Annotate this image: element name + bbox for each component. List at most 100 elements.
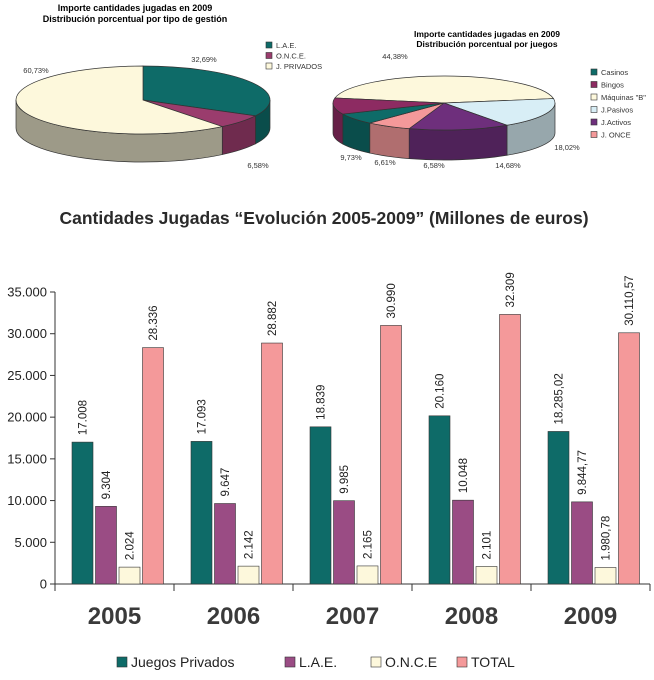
pie1-legend-label: Casinos [601, 68, 628, 77]
pie1-slice-label: 14,68% [495, 161, 521, 170]
pie1-legend-swatch [590, 68, 598, 76]
bar-data-label: 18.285,02 [554, 373, 566, 424]
bar-data-label: 17.008 [78, 400, 90, 435]
bar-chart-title: Cantidades Jugadas “Evolución 2005-2009”… [59, 208, 588, 228]
pie1-slice-label: 6,58% [423, 161, 445, 170]
pie1-legend-label: J.Activos [601, 118, 631, 127]
bar [71, 441, 94, 585]
bar-data-label: 20.160 [435, 374, 447, 409]
bar-data-label: 2.142 [244, 530, 256, 559]
bar [499, 314, 521, 585]
bar [356, 565, 379, 585]
pie1-legend-swatch [590, 131, 598, 138]
bar [618, 332, 640, 585]
pie1-legend-swatch [590, 81, 598, 88]
pie2-legend: Casinos Bingos Máquinas "B" J.Pasivos J.Acti… [590, 68, 646, 140]
bar-data-label: 2.101 [482, 531, 494, 560]
pie0-slice-label: 32,69% [191, 55, 217, 64]
bar [237, 565, 260, 585]
y-tick-label: 10.000 [7, 493, 47, 508]
x-category-label: 2006 [207, 603, 260, 630]
pie1-slice [332, 97, 445, 115]
pie1-legend-label: J.Pasivos [601, 106, 633, 115]
bar-legend-swatch [370, 656, 382, 668]
bar [261, 342, 283, 585]
y-tick-label: 35.000 [7, 285, 47, 300]
bar-legend-label: Juegos Privados [131, 654, 235, 670]
pie1-slice-label: 18,02% [554, 143, 580, 152]
bar [118, 566, 141, 585]
pie0-legend-swatch [265, 41, 273, 49]
pie0-legend-swatch [265, 52, 273, 59]
pie1-legend: L.A.E. O.N.C.E.J. PRIVADOS [265, 41, 322, 71]
bar-data-label: 18.839 [316, 385, 328, 420]
pie1-legend-label: Máquinas "B" [601, 93, 646, 102]
x-category-label: 2008 [445, 603, 498, 630]
y-tick-label: 25.000 [7, 368, 47, 383]
bar [95, 506, 117, 585]
bar [547, 431, 570, 585]
bar [214, 503, 236, 585]
bar [571, 501, 593, 585]
pie0-slice [142, 65, 271, 117]
bar [380, 325, 402, 585]
pie1-slice-label: 6,61% [374, 158, 396, 167]
bar-data-label: 9.304 [101, 470, 113, 499]
pie1-legend-swatch [590, 93, 598, 101]
bar-data-label: 32.309 [505, 272, 517, 307]
bar-data-label: 10.048 [458, 458, 470, 493]
pie1-subtitle: Distribución porcentual por tipo de gest… [43, 14, 228, 24]
pie1-legend-label: Bingos [601, 81, 624, 90]
x-category-label: 2007 [326, 603, 379, 630]
bar-data-label: 28.336 [148, 305, 160, 340]
bar-data-label: 2.024 [125, 531, 137, 560]
bar-legend-swatch [116, 656, 128, 668]
bar [452, 499, 474, 585]
y-tick-label: 30.000 [7, 326, 47, 341]
bar [190, 441, 213, 585]
bar [428, 415, 451, 585]
pie1-slice-label: 44,38% [382, 52, 408, 61]
pie0-slice [15, 65, 224, 135]
pie2-title: Importe cantidades jugadas en 2009 [414, 29, 560, 39]
pie0-slice-label: 60,73% [23, 66, 49, 75]
bar-legend-label: L.A.E. [299, 654, 337, 670]
x-category-label: 2009 [564, 603, 617, 630]
bar-chart-plot: 0 5.000 10.000 15.000 20.000 25.000 30.000 35.0… [7, 272, 651, 630]
bar-data-label: 30.110,57 [624, 275, 636, 325]
pie1-legend-swatch [590, 118, 598, 126]
bar-chart-legend: Juegos Privados L.A.E. O.N.C.E TOTAL [116, 654, 515, 670]
bar-data-label: 9.844,77 [577, 450, 589, 495]
pie2-plot: 6,61% 9,73% 44,38% 18,02% 14,68% 6,58% [332, 52, 580, 170]
bar-data-label: 2.165 [363, 530, 375, 559]
bar-data-label: 30.990 [386, 283, 398, 318]
pie0-legend-label: L.A.E. [276, 41, 296, 50]
x-category-label: 2005 [88, 603, 141, 630]
y-tick-label: 20.000 [7, 410, 47, 425]
pie0-legend-label: O.N.C.E. [276, 52, 306, 61]
bar [142, 347, 164, 585]
bar-data-label: 9.985 [339, 465, 351, 494]
bar [594, 567, 617, 585]
y-tick-label: 15.000 [7, 451, 47, 466]
pie1-plot: 32,69% 6,58% 60,73% [15, 55, 271, 170]
pie1-slice-label: 9,73% [340, 153, 362, 162]
bar-legend-swatch [456, 656, 468, 668]
pie1-legend-label: J. ONCE [601, 131, 631, 140]
pie2-subtitle: Distribución porcentual por juegos [416, 39, 557, 49]
bar [333, 500, 355, 585]
pie1-slice-side [408, 124, 508, 161]
pie0-slice-label: 6,58% [247, 161, 269, 170]
pie1-title: Importe cantidades jugadas en 2009 [58, 3, 213, 13]
bar [309, 426, 332, 585]
bar-legend-swatch [284, 656, 296, 668]
pie0-legend-label: J. PRIVADOS [276, 62, 322, 71]
bar-data-label: 28.882 [267, 301, 279, 336]
bar-legend-label: TOTAL [471, 654, 515, 670]
bar-data-label: 17.093 [197, 399, 209, 434]
pie1-legend-swatch [590, 106, 598, 113]
pie1-slice [443, 98, 556, 126]
bar [475, 566, 498, 585]
bar-data-label: 9.647 [220, 468, 232, 497]
